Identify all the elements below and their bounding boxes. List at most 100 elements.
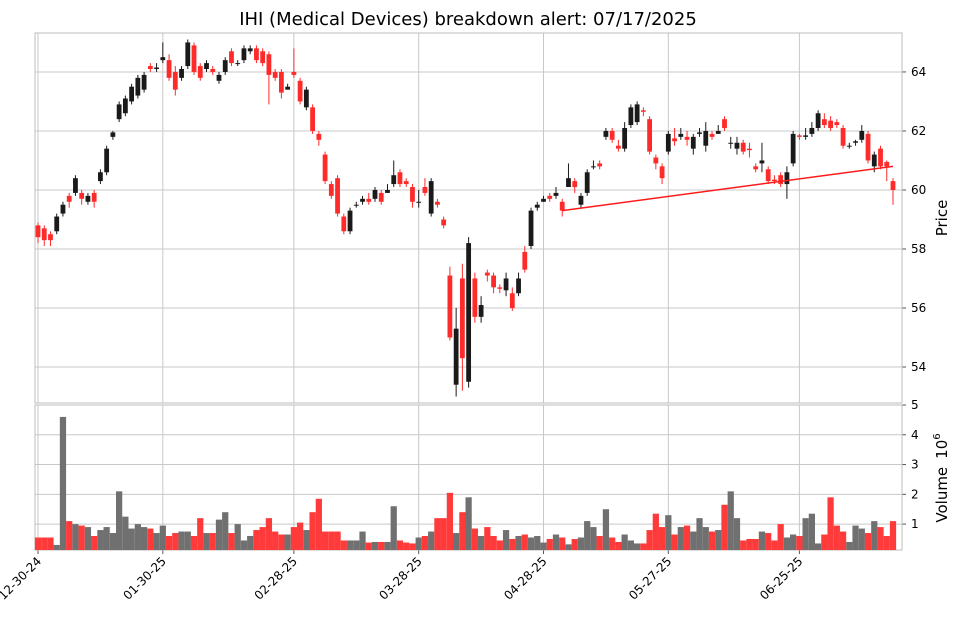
candle [628,104,634,129]
candle-body [878,148,883,167]
volume-bar [396,540,404,550]
volume-bar [839,531,847,550]
candle-body [503,278,509,291]
volume-bar [665,515,672,550]
candle [197,63,203,81]
volume-bar [790,534,797,550]
candle-body [197,66,203,78]
volume-bar [746,538,753,550]
volume-bar [727,491,734,550]
candle-body [66,195,72,202]
volume-bar [496,540,503,550]
candle [653,154,659,170]
volume-bar [84,527,92,550]
candle [85,192,91,205]
candle-body [828,120,833,129]
candle-body [697,132,702,134]
candle [98,169,103,185]
volume-bar [827,497,834,550]
y2-tick-label: 5 [911,398,919,412]
candle [285,83,291,90]
volume-bar [153,533,160,550]
candle [796,133,802,140]
volume-bar [178,531,185,550]
volume-bar [53,544,60,550]
candle-body [459,278,465,359]
volume-label: Volume [933,467,951,523]
volume-bar [328,531,335,550]
y2-tick-label: 4 [911,428,919,442]
volume-bar [78,525,85,550]
candle-body [516,278,521,294]
candle [41,225,47,247]
volume-bar [814,543,822,550]
y-axis-label: Price [933,200,951,237]
volume-bar [253,530,260,550]
candle-body [865,133,871,161]
candle-body [166,60,172,78]
candle [647,116,653,155]
candle-body [740,142,746,152]
candle-body [79,192,85,199]
candle [497,284,503,294]
candle [66,192,72,208]
candle-body [790,133,796,164]
candle [129,83,135,105]
candle [859,125,865,143]
candle [815,110,821,131]
candle-body [466,243,472,382]
candle-body [141,74,147,90]
candle-body [328,184,334,196]
candle [753,163,759,173]
volume-bar [477,536,485,550]
candle [878,145,883,170]
volume-bar [284,534,291,550]
volume-bar [203,533,210,550]
candle [378,189,384,205]
candle-body [160,57,166,61]
volume-bar [259,527,266,550]
volume-bar [577,537,585,550]
candle-body [104,148,110,173]
volume-bar [552,534,560,550]
candle-body [391,175,397,185]
volume-bar [309,512,316,550]
volume-bar [484,527,491,550]
candle [147,63,153,72]
candle [347,207,353,235]
y2-tick-label: 3 [911,458,919,472]
volume-bar [615,541,622,550]
volume-bar [159,525,166,550]
x-tick-label: 04-28-25 [501,554,549,602]
candle-body [678,133,684,137]
candle-body [853,141,858,143]
volume-bar [140,527,148,550]
candle-body [566,178,571,188]
candle-body [728,142,734,144]
candle-body [703,130,709,146]
candle [684,130,690,146]
candle-body [216,74,222,81]
volume-bar [353,540,360,550]
candle-body [753,166,759,170]
volume-bar [247,536,254,550]
volume-bar [871,521,878,550]
volume-bar [103,527,110,550]
candle-body [834,122,840,126]
candle-body [297,80,303,102]
x-tick-label: 01-30-25 [121,554,169,602]
candle [310,104,315,134]
candle [116,101,122,123]
volume-bar [646,530,653,550]
volume-bar [846,541,853,550]
candle [254,45,259,64]
candle [416,189,422,208]
volume-bar [66,521,73,550]
candle [210,66,216,75]
volume-bar [47,537,54,550]
volume-bar [228,533,235,550]
candle-body [578,195,584,205]
candle-body [416,201,422,203]
candle-body [715,130,721,134]
